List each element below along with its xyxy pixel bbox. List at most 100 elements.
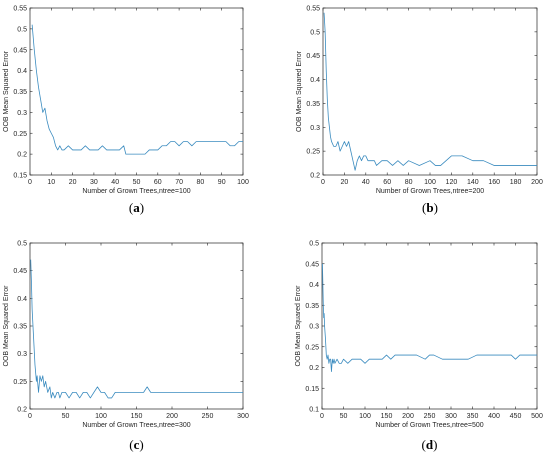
panel-label-letter: d (426, 437, 434, 452)
panel-label-letter: c (134, 437, 140, 452)
x-tick-label: 80 (197, 179, 205, 186)
axes-box-c (29, 242, 244, 410)
x-axis-label: Number of Grown Trees,ntree=300 (82, 422, 190, 429)
y-tick-label: 0.35 (305, 303, 319, 310)
x-axis-label: Number of Grown Trees,ntree=100 (82, 188, 190, 195)
y-tick-label: 0.25 (305, 344, 319, 351)
x-axis-label: Number of Grown Trees,ntree=200 (376, 188, 484, 195)
y-tick-label: 0.45 (305, 261, 319, 268)
y-axis-label: OOB Mean Squared Error (296, 50, 303, 132)
series-line-b (323, 12, 537, 171)
x-tick-label: 20 (69, 179, 77, 186)
x-tick-label: 200 (531, 179, 543, 186)
x-tick-label: 0 (321, 179, 325, 186)
panel-label: (b) (422, 200, 438, 215)
x-tick-label: 20 (341, 179, 349, 186)
series-line-a (31, 24, 243, 155)
panel-b: 0 20 40 60 80 100 120 140 160 180 200 0.2 0.25 0.3 0.3… (296, 6, 543, 216)
y-tick-label: 0.5 (17, 241, 27, 248)
y-tick-label: 0.4 (309, 282, 319, 289)
y-axis-label: OOB Mean Squared Error (3, 285, 10, 367)
x-tick-label: 10 (47, 179, 55, 186)
y-tick-label: 0.3 (17, 110, 27, 117)
y-tick-label: 0.4 (17, 296, 27, 303)
x-tick-label: 70 (175, 179, 183, 186)
y-tick-label: 0.5 (309, 241, 319, 248)
y-tick-label: 0.15 (305, 386, 319, 393)
panel-label-close-paren: ) (433, 437, 437, 452)
x-tick-label: 200 (402, 413, 414, 420)
x-tick-label: 100 (359, 413, 371, 420)
panel-label-open-paren: ( (129, 200, 133, 215)
y-tick-label: 0.35 (13, 324, 27, 331)
panel-a: 0 10 20 30 40 50 60 70 80 90 100 0.15 0.2 0.25 0.3 0.35… (3, 6, 249, 216)
x-tick-label: 0 (28, 413, 32, 420)
x-tick-label: 100 (95, 413, 107, 420)
y-tick-label: 0.3 (310, 125, 320, 132)
y-tick-label: 0.45 (13, 268, 27, 275)
y-tick-label: 0.15 (13, 173, 27, 180)
panel-label: (a) (129, 200, 144, 215)
y-tick-label: 0.5 (310, 29, 320, 36)
panel-c: 0 50 100 150 200 250 300 0.2 0.25 0.3 0.35 0.4 0.45 0… (3, 241, 249, 453)
axes-box-d (321, 242, 538, 410)
x-tick-label: 60 (383, 179, 391, 186)
x-tick-label: 80 (405, 179, 413, 186)
x-tick-label: 30 (90, 179, 98, 186)
y-tick-label: 0.35 (306, 101, 320, 108)
panel-label-letter: b (426, 200, 433, 215)
y-tick-label: 0.4 (17, 68, 27, 75)
x-tick-label: 450 (510, 413, 522, 420)
x-tick-label: 0 (320, 413, 324, 420)
y-tick-label: 0.2 (309, 365, 319, 372)
x-tick-label: 0 (28, 179, 32, 186)
panel-d: 0 50 100 150 200 250 300 350 400 450 500 0.1 0.15 0.2… (295, 241, 543, 453)
y-tick-label: 0.2 (17, 152, 27, 159)
x-tick-label: 90 (218, 179, 226, 186)
y-tick-label: 0.55 (306, 6, 320, 13)
x-tick-label: 200 (166, 413, 178, 420)
x-tick-label: 300 (237, 413, 249, 420)
axes-box-a (29, 7, 244, 176)
x-tick-label: 150 (381, 413, 393, 420)
x-tick-label: 160 (488, 179, 500, 186)
y-tick-label: 0.3 (17, 351, 27, 358)
x-axis-label: Number of Grown Trees,ntree=500 (375, 422, 483, 429)
panel-label-close-paren: ) (139, 437, 143, 452)
x-tick-label: 140 (467, 179, 479, 186)
panel-label-open-paren: ( (422, 200, 426, 215)
y-tick-label: 0.1 (309, 407, 319, 414)
y-axis-label: OOB Mean Squared Error (295, 285, 302, 367)
panel-label-close-paren: ) (140, 200, 144, 215)
x-tick-label: 50 (62, 413, 70, 420)
y-tick-label: 0.2 (310, 173, 320, 180)
x-tick-label: 150 (131, 413, 143, 420)
panel-label-close-paren: ) (434, 200, 438, 215)
x-tick-label: 60 (154, 179, 162, 186)
y-tick-label: 0.3 (309, 324, 319, 331)
y-tick-label: 0.45 (306, 53, 320, 60)
series-line-d (322, 263, 537, 373)
x-tick-label: 50 (133, 179, 141, 186)
y-tick-label: 0.5 (17, 26, 27, 33)
y-tick-label: 0.2 (17, 407, 27, 414)
series-line-c (30, 259, 243, 399)
x-tick-label: 350 (467, 413, 479, 420)
x-tick-label: 40 (362, 179, 370, 186)
panel-label-open-paren: ( (129, 437, 133, 452)
x-tick-label: 100 (237, 179, 249, 186)
panel-label: (c) (129, 437, 143, 452)
x-tick-label: 180 (510, 179, 522, 186)
y-tick-label: 0.4 (310, 77, 320, 84)
x-tick-label: 250 (424, 413, 436, 420)
x-tick-label: 100 (424, 179, 436, 186)
y-tick-label: 0.55 (13, 6, 27, 13)
y-tick-label: 0.25 (13, 131, 27, 138)
axes-box-b (322, 7, 538, 176)
x-tick-label: 40 (111, 179, 119, 186)
panel-label: (d) (422, 437, 438, 452)
panel-label-open-paren: ( (422, 437, 426, 452)
x-tick-label: 250 (202, 413, 214, 420)
y-tick-label: 0.35 (13, 89, 27, 96)
